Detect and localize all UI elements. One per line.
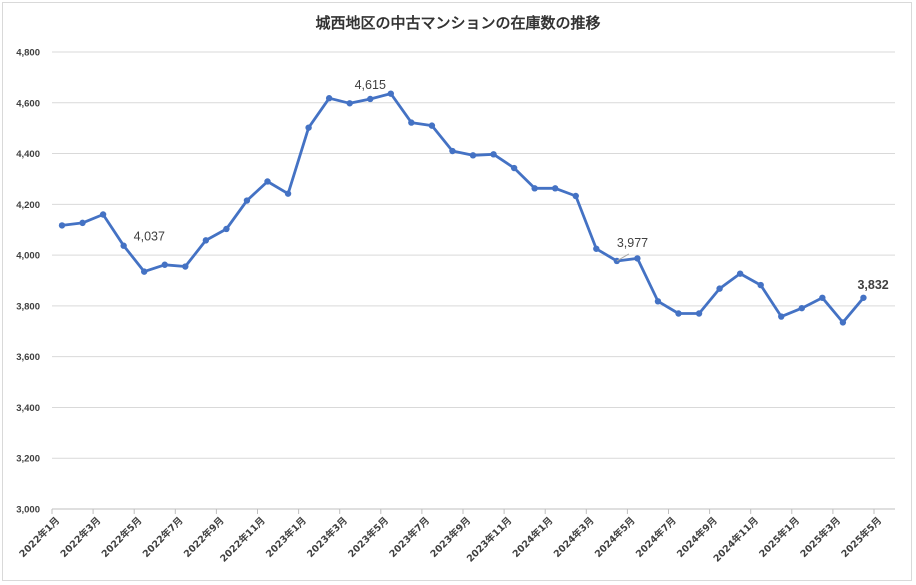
label-leader-line [616,253,630,262]
data-point [778,313,785,320]
x-tick-label: 2022年7月 [140,515,185,560]
data-point [79,219,86,227]
x-tick-label: 2025年3月 [798,515,843,560]
data-point [408,119,415,126]
x-tick-label: 2023年3月 [305,515,350,560]
data-point [243,197,251,204]
series-markers [58,90,867,326]
data-point [264,178,271,185]
data-point [202,237,210,244]
data-point [182,263,189,270]
x-tick-label: 2024年7月 [633,515,678,560]
data-point [531,185,538,192]
x-tick-label: 2024年5月 [592,515,637,560]
data-label: 3,832 [857,278,888,292]
data-label: 3,977 [617,236,648,250]
chart-title: 城西地区の中古マンションの在庫数の推移 [315,14,601,32]
y-tick-label: 3,200 [16,454,40,465]
data-point [284,190,292,197]
x-tick-label: 2024年9月 [674,515,719,560]
x-tick-label: 2022年5月 [99,515,144,560]
y-tick-label: 3,800 [16,301,40,312]
x-tick-label: 2023年1月 [263,515,308,560]
x-axis: 2022年1月2022年3月2022年5月2022年7月2022年9月2022年… [17,509,884,565]
data-point [428,122,436,129]
data-point [58,222,66,229]
data-point [367,95,374,103]
x-tick-label: 2023年7月 [387,515,432,560]
x-tick-label: 2023年9月 [428,515,473,560]
data-labels: 4,037 4,615 3,977 3,832 [134,78,889,292]
x-tick-label: 2022年9月 [181,515,226,560]
data-point [798,304,805,312]
y-tick-label: 4,800 [16,48,40,59]
data-point [572,192,579,200]
x-tick-label: 2022年1月 [17,515,62,560]
data-point [654,298,662,305]
data-point [510,164,518,172]
data-point [305,124,312,131]
data-point [223,225,230,233]
y-tick-label: 4,600 [16,98,40,109]
y-tick-label: 4,400 [16,149,40,160]
data-point [120,242,127,249]
x-tick-label: 2024年1月 [510,515,555,560]
data-point [141,268,148,275]
data-point [552,185,559,192]
data-point [819,294,826,301]
data-point [716,285,723,292]
data-point [757,281,764,289]
data-point [346,100,353,107]
data-point [490,151,497,158]
data-point [161,261,168,268]
data-point [675,310,682,317]
x-tick-label: 2023年5月 [346,515,391,560]
data-point [469,152,477,159]
data-point [860,294,867,301]
series-line [60,92,865,324]
x-tick-label: 2022年3月 [58,515,103,560]
data-point [839,319,847,326]
y-tick-label: 4,000 [16,251,40,262]
data-label: 4,615 [355,78,386,92]
y-tick-label: 4,200 [16,200,40,211]
data-point [634,255,641,262]
y-tick-label: 3,000 [16,505,40,516]
data-label: 4,037 [134,230,165,244]
data-point [325,95,333,102]
data-point [449,147,456,155]
series-line [60,92,865,324]
y-tick-label: 3,400 [16,403,40,414]
data-point [99,211,107,218]
x-tick-label: 2025年1月 [757,515,802,560]
data-point [736,270,744,277]
y-tick-label: 3,600 [16,352,40,363]
data-point [593,245,600,252]
gridlines [52,51,895,510]
data-point [695,310,703,317]
y-axis-tick-labels: 3,000 3,200 3,400 3,600 3,800 4,000 4,200 4,400… [16,48,40,516]
data-point [387,90,394,97]
x-tick-label: 2024年3月 [551,515,596,560]
x-tick-label: 2025年5月 [839,515,884,560]
